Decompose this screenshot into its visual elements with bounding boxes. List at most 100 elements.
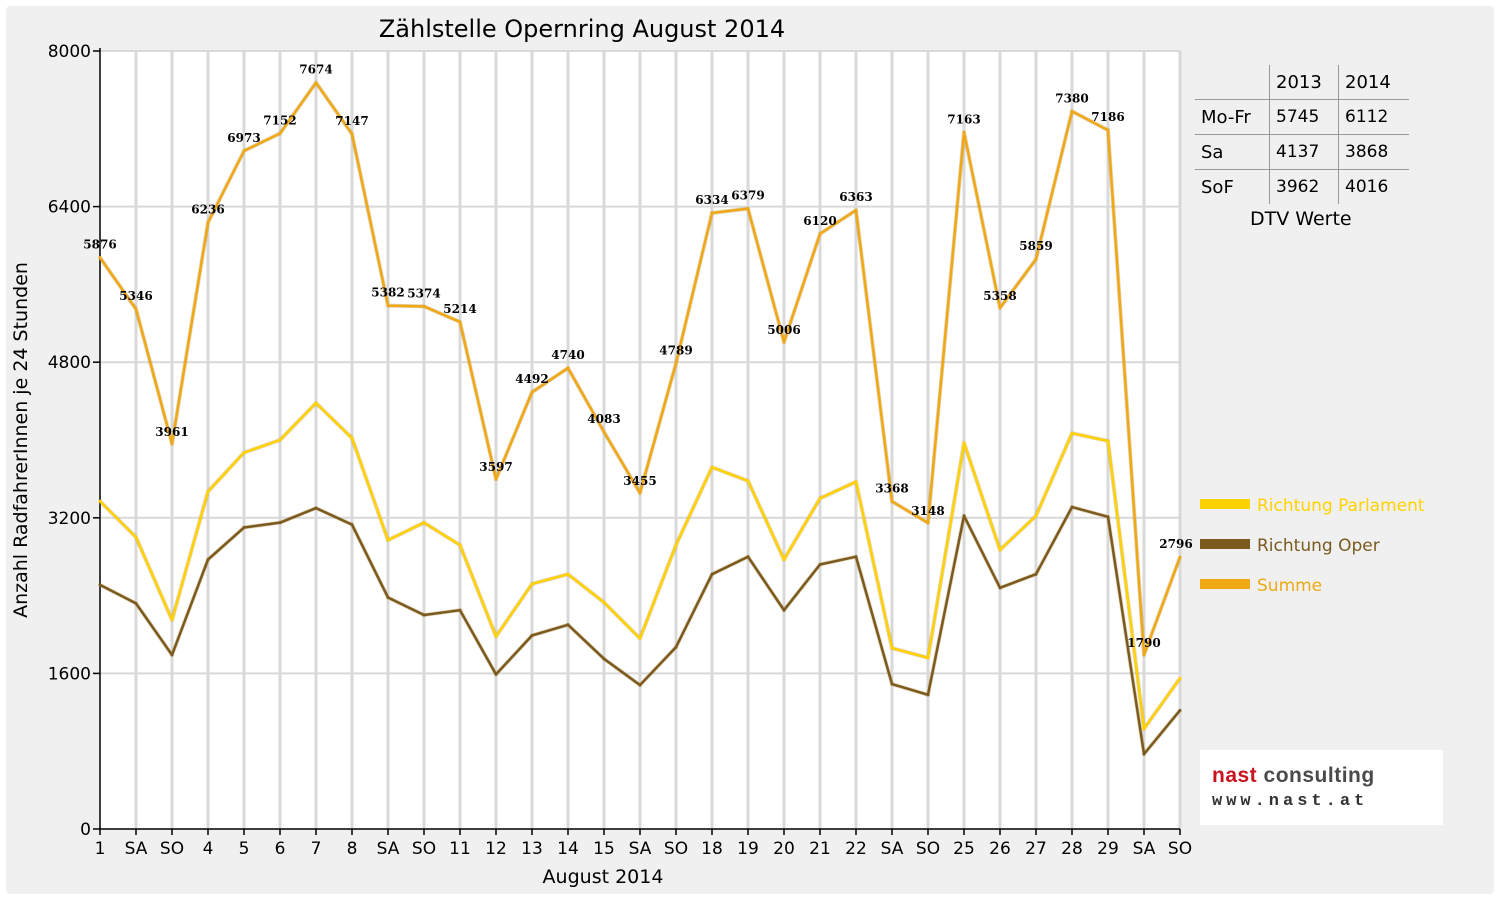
data-point [458, 543, 462, 547]
x-tick-label: 15 [593, 839, 615, 859]
data-point [638, 636, 642, 640]
data-point [962, 130, 966, 134]
x-tick-label: 28 [1061, 839, 1083, 859]
data-label: 7186 [1091, 110, 1124, 124]
logo-name-part1: nast [1212, 764, 1258, 787]
data-point [494, 477, 498, 481]
dtv-value-2013: 3962 [1269, 169, 1339, 204]
dtv-row-label: Mo-Fr [1195, 99, 1270, 135]
data-point [566, 572, 570, 576]
x-tick-label: SA [377, 839, 400, 859]
data-point [818, 496, 822, 500]
x-tick-label: SA [125, 839, 148, 859]
data-label: 5382 [371, 286, 404, 300]
data-point [386, 538, 390, 542]
data-label: 5214 [443, 302, 476, 316]
data-point [746, 207, 750, 211]
data-point [998, 586, 1002, 590]
x-tick-label: 18 [701, 839, 723, 859]
data-label: 7380 [1055, 91, 1088, 105]
data-label: 6236 [191, 203, 224, 217]
x-tick-label: SA [1133, 839, 1156, 859]
data-point [1106, 128, 1110, 132]
x-tick-label: 26 [989, 839, 1011, 859]
logo-name-part2: consulting [1257, 764, 1375, 787]
data-point [134, 535, 138, 539]
data-point [1178, 708, 1182, 712]
x-tick-label: 20 [773, 839, 795, 859]
data-point [854, 208, 858, 212]
data-point [710, 465, 714, 469]
dtv-value-2014: 3868 [1338, 134, 1409, 170]
dtv-row: SoF 3962 4016 [1195, 169, 1409, 204]
y-tick-label: 8000 [48, 42, 91, 62]
data-point [1142, 727, 1146, 731]
legend-label: Richtung Oper [1257, 536, 1380, 556]
dtv-value-2013: 5745 [1269, 99, 1339, 135]
x-tick-label: 14 [557, 839, 579, 859]
data-label: 6973 [227, 131, 260, 145]
x-tick-label: 6 [275, 839, 286, 859]
dtv-header-empty [1195, 65, 1270, 100]
data-point [710, 211, 714, 215]
data-point [1070, 431, 1074, 435]
data-point [242, 526, 246, 530]
data-label: 5358 [983, 289, 1016, 303]
data-point [854, 480, 858, 484]
data-point [206, 558, 210, 562]
data-point [638, 683, 642, 687]
dtv-table: 2013 2014 Mo-Fr 5745 6112 Sa 4137 3868 S… [1195, 65, 1409, 204]
data-point [854, 555, 858, 559]
data-point [1142, 752, 1146, 756]
data-point [602, 430, 606, 434]
data-label: 6379 [731, 189, 764, 203]
data-point [242, 451, 246, 455]
data-point [494, 634, 498, 638]
y-tick-label: 1600 [48, 664, 91, 684]
x-tick-label: SO [664, 839, 688, 859]
data-point [674, 361, 678, 365]
x-tick-label: 25 [953, 839, 975, 859]
data-label: 5876 [83, 238, 116, 252]
data-label: 3148 [911, 504, 944, 518]
y-tick-label: 0 [80, 820, 91, 840]
data-point [674, 645, 678, 649]
data-point [926, 656, 930, 660]
data-label: 4083 [587, 412, 620, 426]
data-point [818, 562, 822, 566]
dtv-header-row: 2013 2014 [1195, 65, 1409, 100]
data-label: 3597 [479, 460, 512, 474]
data-point [314, 401, 318, 405]
x-tick-label: 29 [1097, 839, 1119, 859]
data-point [602, 600, 606, 604]
data-point [926, 693, 930, 697]
company-logo: nast consulting www.nast.at [1200, 750, 1443, 825]
data-label: 4789 [659, 343, 692, 357]
dtv-row-label: Sa [1195, 134, 1270, 170]
data-point [422, 304, 426, 308]
legend-swatch [1200, 499, 1250, 509]
dtv-row-label: SoF [1195, 169, 1270, 204]
data-point [710, 572, 714, 576]
x-tick-label: 7 [311, 839, 322, 859]
data-point [458, 320, 462, 324]
data-label: 6363 [839, 190, 872, 204]
data-point [98, 256, 102, 260]
data-point [602, 657, 606, 661]
data-point [1034, 572, 1038, 576]
data-label: 7674 [299, 63, 332, 77]
legend-swatch [1200, 579, 1250, 589]
data-label: 4740 [551, 348, 584, 362]
data-point [278, 131, 282, 135]
x-tick-label: 5 [239, 839, 250, 859]
data-point [1142, 653, 1146, 657]
x-tick-label: 4 [203, 839, 214, 859]
data-point [1070, 109, 1074, 113]
x-tick-label: 12 [485, 839, 507, 859]
data-point [170, 653, 174, 657]
data-label: 3455 [623, 474, 656, 488]
x-tick-label: 13 [521, 839, 543, 859]
data-label: 7147 [335, 114, 368, 128]
data-point [782, 608, 786, 612]
data-label: 5374 [407, 286, 440, 300]
